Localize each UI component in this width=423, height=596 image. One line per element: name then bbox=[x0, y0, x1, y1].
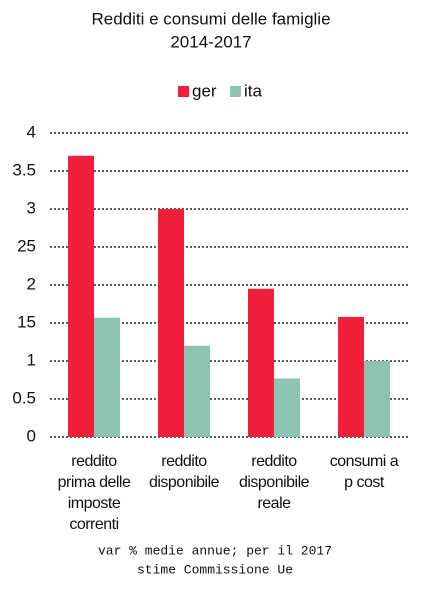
legend-label: ita bbox=[244, 81, 263, 100]
x-tick-label: reddito bbox=[161, 453, 207, 470]
bar bbox=[158, 209, 184, 437]
x-tick-label: reddito bbox=[251, 453, 297, 470]
chart-title: Redditi e consumi delle famiglie bbox=[91, 9, 330, 28]
x-tick-label: imposte bbox=[68, 495, 121, 512]
y-tick-label: 25 bbox=[17, 236, 36, 255]
legend-label: ger bbox=[192, 81, 217, 100]
bar bbox=[248, 288, 274, 437]
bar bbox=[94, 317, 120, 437]
x-tick-label: reale bbox=[257, 495, 291, 512]
x-tick-label: disponibile bbox=[149, 474, 220, 491]
y-tick-label: 0 bbox=[27, 426, 36, 445]
x-tick-label: p cost bbox=[344, 474, 385, 491]
legend-swatch bbox=[230, 86, 241, 97]
bar bbox=[68, 155, 94, 438]
x-tick-label: correnti bbox=[69, 516, 118, 533]
bar bbox=[274, 378, 300, 437]
chart-subtitle: 2014-2017 bbox=[170, 32, 251, 51]
y-tick-label: 3.5 bbox=[12, 160, 36, 179]
y-tick-label: 1 bbox=[27, 350, 36, 369]
y-tick-label: 2 bbox=[27, 274, 36, 293]
y-tick-label: 15 bbox=[17, 312, 36, 331]
y-tick-label: 3 bbox=[27, 198, 36, 217]
y-tick-label: 0.5 bbox=[12, 388, 36, 407]
x-tick-label: consumi a bbox=[330, 453, 399, 470]
note: stime Commissione Ue bbox=[137, 562, 293, 577]
bar bbox=[184, 345, 210, 437]
x-tick-label: prima delle bbox=[58, 474, 131, 491]
x-tick-label: disponibile bbox=[239, 474, 310, 491]
legend-swatch bbox=[178, 86, 189, 97]
bar bbox=[364, 361, 390, 437]
y-tick-label: 4 bbox=[27, 122, 36, 141]
note: var % medie annue; per il 2017 bbox=[98, 543, 332, 558]
x-tick-label: reddito bbox=[71, 453, 117, 470]
bar bbox=[338, 316, 364, 437]
